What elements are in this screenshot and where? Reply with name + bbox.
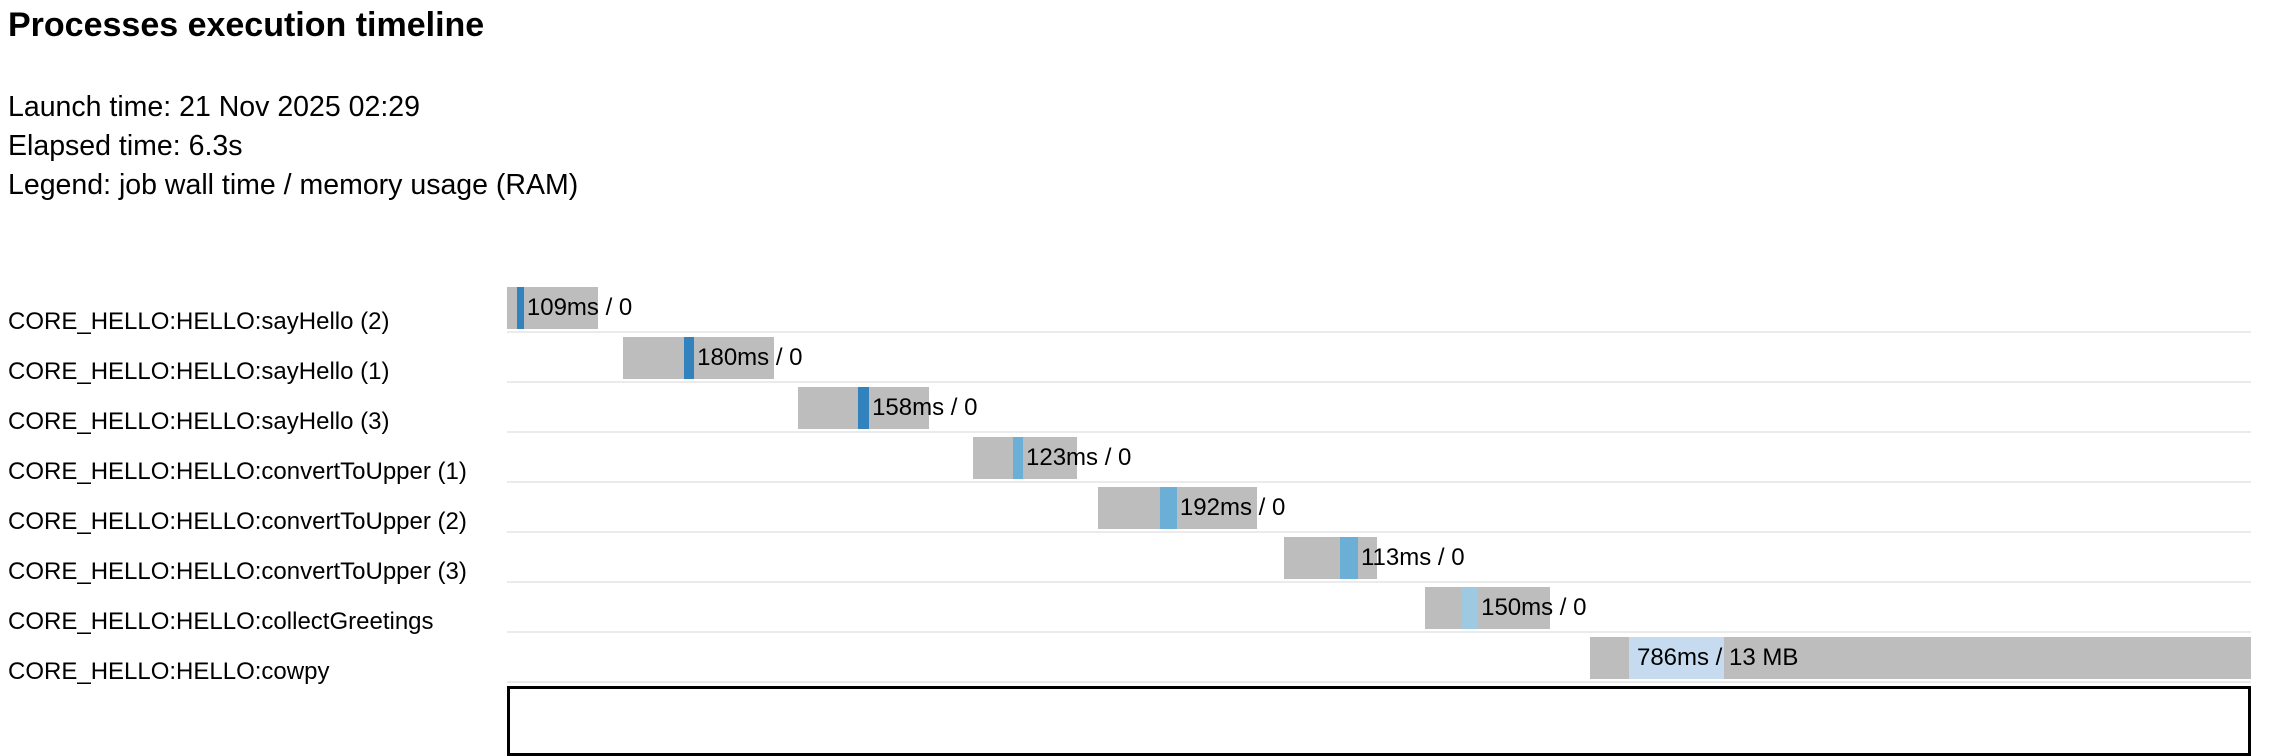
- task-bar-run: [1339, 537, 1358, 579]
- task-bar-run: [1628, 637, 1724, 679]
- task-value-label: 123ms / 0: [1026, 444, 1132, 471]
- task-bar-run: [1013, 437, 1023, 479]
- task-bar-run: [858, 387, 870, 429]
- task-value-label: 158ms / 0: [872, 394, 978, 421]
- row-grid-line: [507, 481, 2251, 483]
- task-bar-run: [1160, 487, 1177, 529]
- task-value-label: 192ms / 0: [1179, 494, 1286, 521]
- task-value-label: 113ms / 0: [1360, 544, 1465, 571]
- launch-time-text: Launch time: 21 Nov 2025 02:29: [8, 91, 420, 123]
- task-bar-pending: [1098, 487, 1257, 529]
- task-bar-run: [516, 287, 524, 329]
- row-grid-line: [507, 331, 2251, 333]
- task-bar-pending: [622, 337, 775, 379]
- process-label: CORE_HELLO:HELLO:sayHello (2): [8, 308, 390, 335]
- process-label: CORE_HELLO:HELLO:convertToUpper (2): [8, 508, 467, 535]
- row-grid-line: [507, 431, 2251, 433]
- task-bar-run: [1462, 587, 1479, 629]
- task-bar-pending: [972, 437, 1077, 479]
- task-value-label: 109ms / 0: [526, 294, 633, 321]
- process-label: CORE_HELLO:HELLO:collectGreetings: [8, 608, 434, 635]
- row-grid-line: [507, 531, 2251, 533]
- task-value-label: 786ms / 13 MB: [1636, 644, 1799, 671]
- process-label: CORE_HELLO:HELLO:sayHello (3): [8, 408, 390, 435]
- process-label: CORE_HELLO:HELLO:convertToUpper (3): [8, 558, 467, 585]
- process-label: CORE_HELLO:HELLO:cowpy: [8, 658, 330, 685]
- row-grid-line: [507, 381, 2251, 383]
- row-grid-line: [507, 631, 2251, 633]
- legend-text: Legend: job wall time / memory usage (RA…: [8, 169, 579, 201]
- elapsed-time-text: Elapsed time: 6.3s: [8, 130, 243, 162]
- process-label: CORE_HELLO:HELLO:sayHello (1): [8, 358, 390, 385]
- task-bar-pending: [1284, 537, 1378, 579]
- row-grid-line: [507, 681, 2251, 683]
- timeline-chart: CORE_HELLO:HELLO:sayHello (2) 109ms / 0 CO…: [8, 287, 2251, 756]
- report-meta: Launch time: 21 Nov 2025 02:29 Elapsed t…: [8, 88, 578, 205]
- axis-box: [507, 686, 2251, 756]
- task-bar-run: [683, 337, 695, 379]
- process-label: CORE_HELLO:HELLO:convertToUpper (1): [8, 458, 467, 485]
- task-value-label: 150ms / 0: [1481, 594, 1587, 621]
- row-grid-line: [507, 581, 2251, 583]
- task-value-label: 180ms / 0: [697, 344, 803, 371]
- page-title: Processes execution timeline: [8, 6, 485, 44]
- task-bar-pending: [1424, 587, 1551, 629]
